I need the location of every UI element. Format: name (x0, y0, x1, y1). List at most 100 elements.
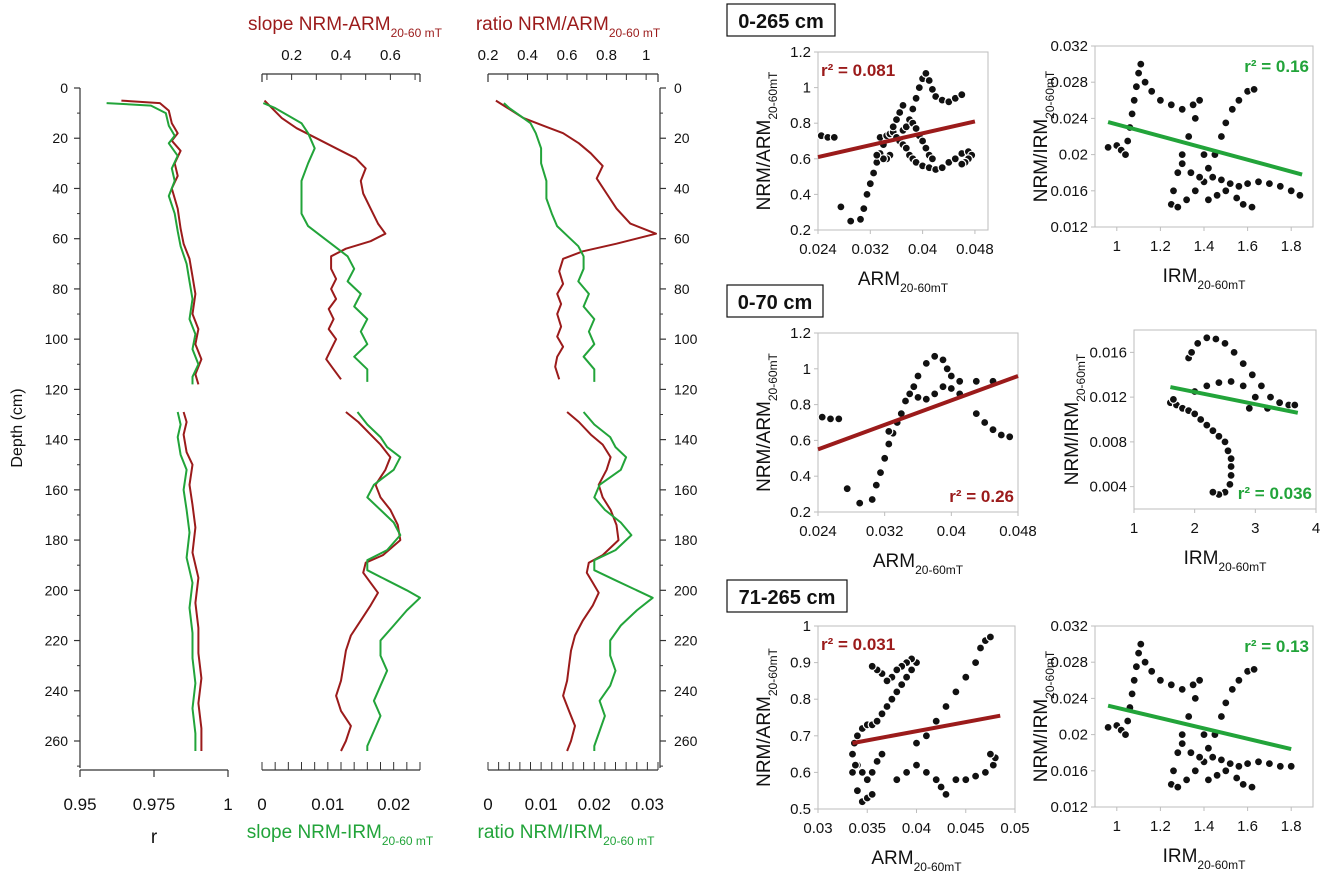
s2-data-point (1212, 190, 1222, 200)
s2-data-point (1186, 168, 1196, 178)
depth-ratio-top-tick-label: 0.4 (517, 47, 538, 64)
s2-data-point (1227, 104, 1237, 114)
s2-fit-line (1107, 120, 1303, 177)
s4-data-point (1202, 333, 1212, 343)
scatter-panel-71-265-arm: 0.03 0.035 0.04 0.045 0.05 0.5 0.6 0.7 0.8 0.9 1 AR… (726, 579, 1030, 874)
s6-r2-label: r² = 0.13 (1244, 637, 1309, 656)
s3-y-tick-label: 1 (803, 361, 811, 378)
s6-data-point (1190, 766, 1200, 776)
depth-tick-label: 80 (52, 281, 68, 297)
s2-data-point (1232, 193, 1242, 203)
right-depth-tick-label: 120 (674, 381, 698, 397)
s1-data-point (846, 216, 856, 226)
s1-data-point (862, 189, 872, 199)
s5-data-point (892, 775, 902, 785)
s6-y-tick-label: 0.016 (1050, 763, 1088, 780)
s5-x-tick-label: 0.045 (947, 820, 985, 837)
s2-data-point (1286, 186, 1296, 196)
s2-data-point (1131, 82, 1142, 92)
s2-data-point (1264, 179, 1275, 189)
r-tick-label: 0.95 (63, 795, 96, 814)
depth-tick-label: 40 (52, 180, 68, 196)
s6-data-point (1177, 684, 1187, 695)
s2-data-point (1133, 68, 1144, 78)
s2-data-point (1253, 177, 1264, 187)
depth-ratio-series-arm-segment-0 (495, 99, 657, 380)
s1-data-point (865, 179, 875, 189)
depth-slope-top-axis-label: slope NRM-ARM20-60 mT (248, 14, 443, 40)
s4-data-point (1274, 398, 1285, 408)
s6-data-point (1234, 761, 1244, 771)
s4-data-point (1238, 381, 1248, 391)
s1-title: 0-265 cm (738, 11, 824, 33)
s5-data-point (867, 767, 877, 778)
s5-data-point (911, 738, 922, 748)
s2-data-point (1173, 202, 1183, 212)
s3-data-point (930, 351, 940, 361)
s2-data-point (1234, 95, 1244, 105)
s5-title-box (726, 579, 848, 613)
s5-title: 71-265 cm (739, 587, 836, 609)
s4-x-tick-label: 1 (1130, 520, 1138, 537)
s6-data-point (1147, 666, 1157, 676)
depth-tick-label: 200 (45, 582, 69, 598)
s2-data-point (1188, 100, 1198, 110)
s2-data-point (1249, 84, 1259, 95)
depth-ratio-series-arm-segment-1 (562, 411, 620, 752)
s3-data-point (875, 468, 886, 478)
s5-data-point (850, 760, 861, 770)
right-depth-tick-label: 100 (674, 331, 698, 347)
s4-y-tick-label: 0.008 (1089, 434, 1127, 451)
depth-tick-label: 180 (45, 532, 69, 548)
depth-tick-label: 220 (45, 633, 69, 649)
s6-x-tick-label: 1.8 (1281, 818, 1302, 835)
s6-y-tick-label: 0.028 (1050, 654, 1088, 671)
s1-data-point (855, 214, 866, 224)
s6-data-point (1168, 766, 1179, 776)
s2-data-point (1242, 179, 1253, 189)
s1-y-tick-label: 0.8 (790, 115, 811, 132)
s6-data-point (1199, 729, 1209, 740)
s6-data-point (1232, 773, 1242, 783)
s4-data-point (1265, 392, 1276, 402)
s3-title-box (726, 284, 824, 318)
scatter-panel-0-70-arm: 0.024 0.032 0.04 0.048 0.2 0.4 0.6 0.8 1 1.2 ARM20… (726, 284, 1037, 577)
s6-data-point (1190, 693, 1200, 704)
s6-data-point (1188, 680, 1198, 690)
s2-data-point (1177, 104, 1187, 114)
s3-data-point (946, 383, 956, 394)
s6-data-point (1221, 698, 1231, 708)
s4-x-tick-label: 4 (1312, 520, 1320, 537)
s4-data-point (1226, 454, 1236, 464)
s2-data-point (1177, 150, 1187, 160)
s2-data-point (1203, 163, 1214, 173)
s5-r2-label: r² = 0.031 (821, 635, 895, 654)
s6-data-point (1129, 675, 1139, 685)
s5-y-tick-label: 0.6 (790, 764, 811, 781)
s5-x-axis-label: ARM20-60mT (871, 848, 962, 874)
s6-data-point (1286, 761, 1296, 771)
scatter-panel-0-265-arm: 0.024 0.032 0.04 0.048 0.2 0.4 0.6 0.8 1 1.2 ARM20… (726, 3, 994, 295)
s2-data-point (1140, 77, 1150, 87)
scatter-panel-0-265-irm: 1 1.2 1.4 1.6 1.8 0.012 0.016 0.02 0.024 0.028 0.0… (1031, 38, 1314, 292)
s6-data-point (1140, 657, 1150, 667)
s5-data-point (961, 775, 971, 785)
depth-ratio-bottom-axis-label: ratio NRM/IRM20-60 mT (478, 822, 656, 848)
s5-data-point (980, 767, 991, 778)
s5-data-point (892, 687, 902, 697)
s4-plot-area (1133, 329, 1317, 510)
depth-ratio-panel: 0.2 0.4 0.6 0.8 1 ratio NRM/ARM20-60 mT 0 0.01 0… (476, 14, 698, 848)
s5-x-tick-label: 0.035 (848, 820, 886, 837)
s5-data-point (872, 756, 882, 767)
s4-data-point (1256, 381, 1267, 391)
s5-data-point (892, 665, 902, 675)
s4-data-point (1202, 420, 1212, 430)
s2-data-point (1234, 181, 1244, 191)
s2-data-point (1181, 195, 1192, 205)
depth-slope-bottom-tick-label: 0.02 (377, 795, 410, 814)
s3-data-point (996, 430, 1006, 440)
depth-tick-label: 140 (45, 432, 69, 448)
s2-r2-label: r² = 0.16 (1244, 57, 1309, 76)
s5-data-point (970, 657, 981, 668)
s4-data-point (1190, 409, 1200, 419)
